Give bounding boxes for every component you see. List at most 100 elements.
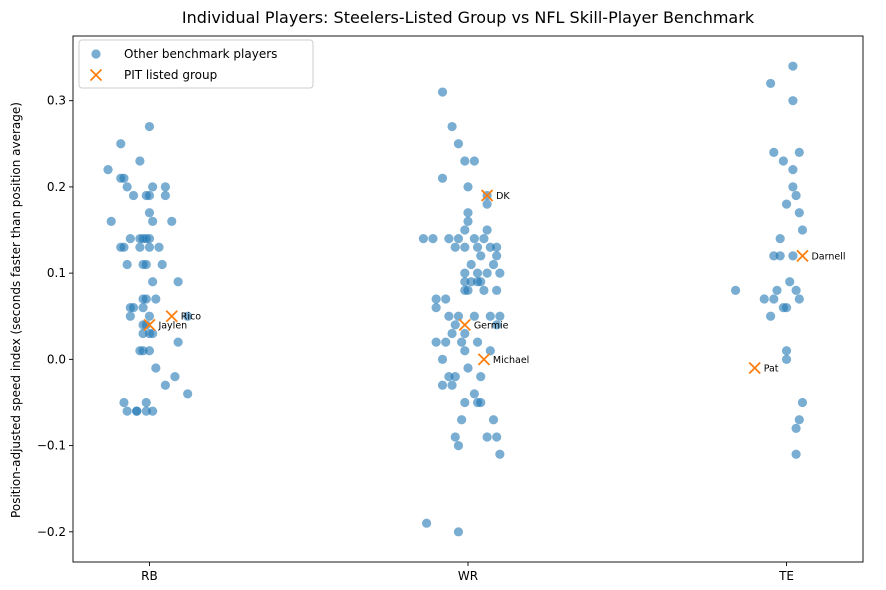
benchmark-point — [485, 346, 495, 356]
chart-title: Individual Players: Steelers-Listed Grou… — [182, 8, 755, 27]
benchmark-point — [148, 216, 158, 226]
benchmark-point — [472, 337, 483, 347]
benchmark-point — [460, 242, 470, 252]
benchmark-point — [791, 190, 801, 201]
benchmark-point — [444, 372, 454, 382]
benchmark-point — [116, 173, 126, 183]
pit-point — [796, 249, 809, 263]
benchmark-point — [103, 165, 113, 175]
benchmark-point — [453, 440, 464, 451]
benchmark-point — [447, 121, 457, 132]
legend-box — [78, 39, 314, 89]
y-tick-label: −0.1 — [37, 439, 66, 453]
benchmark-point — [495, 311, 505, 321]
benchmark-point — [460, 225, 470, 235]
benchmark-point — [788, 165, 798, 175]
benchmark-point — [476, 397, 486, 408]
benchmark-point — [144, 190, 155, 201]
benchmark-point — [472, 242, 483, 252]
benchmark-point — [463, 182, 473, 192]
benchmark-point — [437, 87, 448, 97]
benchmark-point — [119, 242, 129, 252]
benchmark-point — [766, 78, 776, 89]
benchmark-point — [463, 363, 473, 373]
benchmark-point — [781, 303, 792, 313]
benchmark-point — [453, 527, 464, 537]
benchmark-point — [781, 354, 792, 364]
benchmark-point — [128, 190, 139, 201]
benchmark-point — [444, 311, 454, 321]
benchmark-point — [144, 121, 155, 132]
benchmark-point — [135, 242, 145, 252]
pit-point — [480, 189, 494, 202]
benchmark-point — [476, 372, 486, 382]
benchmark-point — [447, 380, 457, 390]
legend-pit-label: PIT listed group — [124, 68, 217, 82]
benchmark-point — [482, 268, 492, 278]
benchmark-point — [441, 337, 451, 347]
benchmark-point — [148, 328, 158, 339]
benchmark-point — [788, 182, 798, 192]
benchmark-point — [460, 156, 470, 166]
benchmark-point — [431, 303, 441, 313]
benchmark-point — [450, 242, 460, 252]
benchmark-point — [730, 285, 741, 295]
benchmark-point — [781, 199, 792, 209]
benchmark-point — [791, 285, 801, 295]
benchmark-point — [151, 294, 161, 304]
benchmark-point — [421, 518, 432, 528]
pit-point-label: Jaylen — [157, 320, 187, 331]
benchmark-point — [141, 397, 151, 408]
benchmark-point — [444, 234, 454, 244]
y-tick-label: −0.2 — [37, 525, 66, 539]
benchmark-point — [418, 234, 429, 244]
x-tick-label: TE — [778, 569, 794, 583]
benchmark-point — [460, 328, 470, 339]
benchmark-point — [759, 294, 769, 304]
benchmark-point — [132, 406, 142, 416]
benchmark-point — [460, 277, 470, 287]
benchmark-point — [492, 242, 502, 252]
benchmark-point — [138, 294, 148, 304]
benchmark-point — [766, 311, 776, 321]
benchmark-point — [492, 285, 502, 295]
benchmark-point — [769, 294, 779, 304]
legend-benchmark-marker — [91, 49, 101, 59]
pit-point-label: Rico — [181, 312, 201, 323]
benchmark-point — [495, 449, 505, 459]
benchmark-point — [428, 234, 438, 244]
benchmark-point — [775, 234, 785, 244]
benchmark-point — [797, 397, 808, 408]
benchmark-point — [170, 372, 180, 382]
benchmark-point — [788, 61, 798, 71]
benchmark-point — [469, 156, 479, 166]
benchmark-point — [135, 156, 145, 166]
benchmark-point — [460, 268, 470, 278]
benchmark-point — [794, 147, 804, 158]
benchmark-point — [144, 311, 155, 321]
y-tick-label: 0.1 — [47, 266, 66, 280]
benchmark-point — [437, 173, 448, 183]
legend: Other benchmark players PIT listed group — [78, 39, 314, 89]
benchmark-point — [488, 259, 499, 270]
benchmark-point — [148, 277, 158, 287]
benchmark-point — [122, 406, 132, 416]
benchmark-point — [154, 242, 164, 252]
x-tick-label: WR — [458, 569, 478, 583]
benchmark-point — [479, 285, 489, 295]
benchmark-point — [450, 320, 460, 330]
benchmark-point — [125, 311, 135, 321]
benchmark-point — [453, 234, 464, 244]
pit-point — [165, 310, 178, 323]
benchmark-point — [173, 337, 183, 347]
benchmark-point — [460, 397, 470, 408]
benchmark-point — [431, 294, 441, 304]
pit-point-label: Pat — [764, 363, 779, 374]
pit-point-label: Michael — [493, 355, 529, 366]
benchmark-point — [476, 277, 486, 287]
benchmark-point — [769, 147, 779, 158]
benchmark-point — [135, 346, 145, 356]
y-tick-label: 0.3 — [47, 94, 66, 108]
benchmark-point — [183, 389, 193, 399]
